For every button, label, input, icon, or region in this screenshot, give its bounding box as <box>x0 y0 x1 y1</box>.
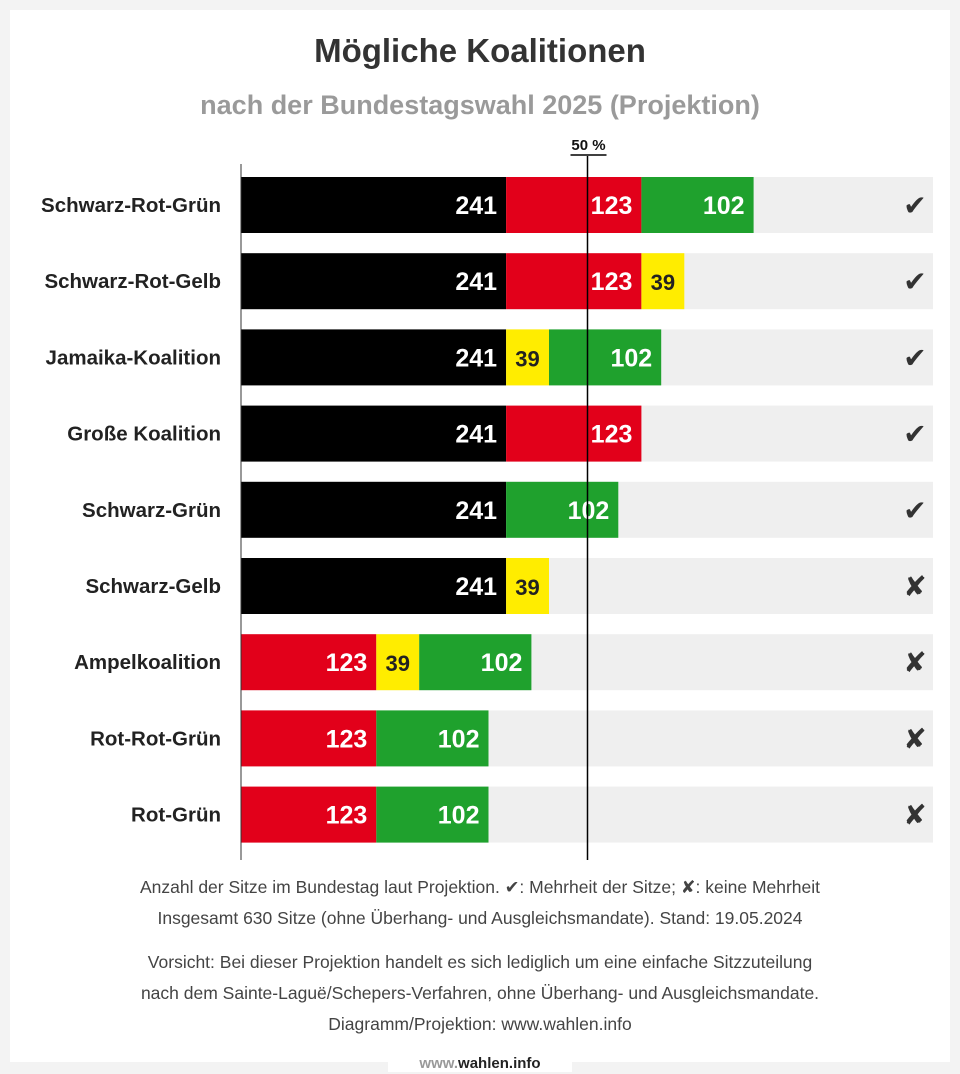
bar-segment-gruene-rot-gruen <box>376 786 489 843</box>
row-label-rot-gruen: Rot-Grün <box>131 804 221 827</box>
data-label-union-schwarz-gruen: 241 <box>455 497 497 525</box>
bar-segment-fdp-jamaika-koalition <box>506 329 549 386</box>
watermark-suffix: .info <box>508 1055 541 1072</box>
bar-segment-union-schwarz-gelb <box>241 558 507 614</box>
row-label-schwarz-rot-gruen: Schwarz-Rot-Grün <box>41 194 221 217</box>
bar-segment-gruene-schwarz-rot-gruen <box>641 177 754 233</box>
bar-segment-spd-grosse-koalition <box>506 405 642 462</box>
bar-segment-spd-schwarz-rot-gruen <box>506 177 642 233</box>
chart-title: Mögliche Koalitionen <box>314 32 646 69</box>
source-watermark: www.wahlen.info <box>388 1054 572 1072</box>
data-label-gruene-schwarz-rot-gruen: 102 <box>703 192 745 220</box>
bar-segment-spd-rot-gruen <box>241 786 377 843</box>
data-label-gruene-rot-gruen: 102 <box>438 802 480 830</box>
bar-segment-union-schwarz-rot-gelb <box>241 253 507 310</box>
data-label-spd-rot-rot-gruen: 123 <box>326 725 368 753</box>
data-label-fdp-jamaika-koalition: 39 <box>515 346 539 371</box>
footer-line-5: Diagramm/Projektion: www.wahlen.info <box>328 1014 632 1034</box>
bar-segment-fdp-schwarz-rot-gelb <box>641 253 685 310</box>
bar-segment-spd-rot-rot-gruen <box>241 710 377 767</box>
row-label-schwarz-rot-gelb: Schwarz-Rot-Gelb <box>44 270 221 293</box>
data-label-gruene-jamaika-koalition: 102 <box>610 344 652 372</box>
majority-label: 50 % <box>571 137 605 154</box>
bar-segment-union-jamaika-koalition <box>241 329 507 386</box>
data-label-fdp-schwarz-gelb: 39 <box>515 575 539 600</box>
coalition-bar-chart: Schwarz-Rot-Grün 241 123 102 ✔ Schwarz-Rot-Ge… <box>41 137 933 860</box>
no-majority-cross-icon: ✘ <box>903 571 926 602</box>
bar-segment-gruene-ampelkoalition <box>419 634 532 691</box>
data-label-spd-schwarz-rot-gruen: 123 <box>591 192 633 220</box>
majority-check-icon: ✔ <box>903 495 926 526</box>
bar-segment-fdp-ampelkoalition <box>376 634 420 691</box>
data-label-gruene-schwarz-gruen: 102 <box>568 497 610 525</box>
data-label-spd-schwarz-rot-gelb: 123 <box>591 268 633 296</box>
data-label-gruene-ampelkoalition: 102 <box>481 649 523 677</box>
row-label-schwarz-gelb: Schwarz-Gelb <box>85 575 221 598</box>
data-label-union-schwarz-rot-gelb: 241 <box>455 268 497 296</box>
majority-check-icon: ✔ <box>903 190 926 221</box>
data-label-spd-grosse-koalition: 123 <box>591 421 633 449</box>
no-majority-cross-icon: ✘ <box>903 647 926 678</box>
bar-segment-union-schwarz-gruen <box>241 481 507 538</box>
footer-line-1: Anzahl der Sitze im Bundestag laut Proje… <box>139 877 821 897</box>
majority-check-icon: ✔ <box>903 342 926 373</box>
data-label-fdp-ampelkoalition: 39 <box>386 651 410 676</box>
data-label-union-grosse-koalition: 241 <box>455 421 497 449</box>
data-label-gruene-rot-rot-gruen: 102 <box>438 725 480 753</box>
majority-check-icon: ✔ <box>903 266 926 297</box>
footer-line-4: nach dem Sainte-Laguë/Schepers-Verfahren… <box>140 983 820 1003</box>
majority-check-icon: ✔ <box>903 419 926 450</box>
bar-segment-fdp-schwarz-gelb <box>506 558 549 614</box>
chart-subtitle: nach der Bundestagswahl 2025 (Projektion… <box>200 90 760 120</box>
no-majority-cross-icon: ✘ <box>903 723 926 754</box>
bar-segment-spd-ampelkoalition <box>241 634 377 691</box>
bar-segment-gruene-rot-rot-gruen <box>376 710 489 767</box>
no-majority-cross-icon: ✘ <box>903 800 926 831</box>
row-label-schwarz-gruen: Schwarz-Grün <box>82 499 221 522</box>
chart-legend-note: Anzahl der Sitze im Bundestag laut Proje… <box>0 872 960 934</box>
data-label-union-schwarz-rot-gruen: 241 <box>455 192 497 220</box>
row-label-jamaika-koalition: Jamaika-Koalition <box>46 346 221 369</box>
data-label-union-jamaika-koalition: 241 <box>455 344 497 372</box>
data-label-spd-ampelkoalition: 123 <box>326 649 368 677</box>
bar-segment-union-schwarz-rot-gruen <box>241 177 507 233</box>
row-label-rot-rot-gruen: Rot-Rot-Grün <box>90 727 221 750</box>
bar-segment-gruene-schwarz-gruen <box>506 481 619 538</box>
row-label-grosse-koalition: Große Koalition <box>67 423 221 446</box>
data-label-fdp-schwarz-rot-gelb: 39 <box>651 270 675 295</box>
footer-line-3: Vorsicht: Bei dieser Projektion handelt … <box>147 952 813 972</box>
data-label-spd-rot-gruen: 123 <box>326 802 368 830</box>
bar-segment-gruene-jamaika-koalition <box>549 329 662 386</box>
footer-line-2: Insgesamt 630 Sitze (ohne Überhang- und … <box>157 908 803 928</box>
bar-segment-spd-schwarz-rot-gelb <box>506 253 642 310</box>
bar-segment-union-grosse-koalition <box>241 405 507 462</box>
data-label-union-schwarz-gelb: 241 <box>455 573 497 601</box>
chart-disclaimer: Vorsicht: Bei dieser Projektion handelt … <box>0 947 960 1040</box>
watermark-name: wahlen <box>458 1055 509 1072</box>
watermark-prefix: www. <box>419 1055 459 1072</box>
row-label-ampelkoalition: Ampelkoalition <box>74 651 221 674</box>
